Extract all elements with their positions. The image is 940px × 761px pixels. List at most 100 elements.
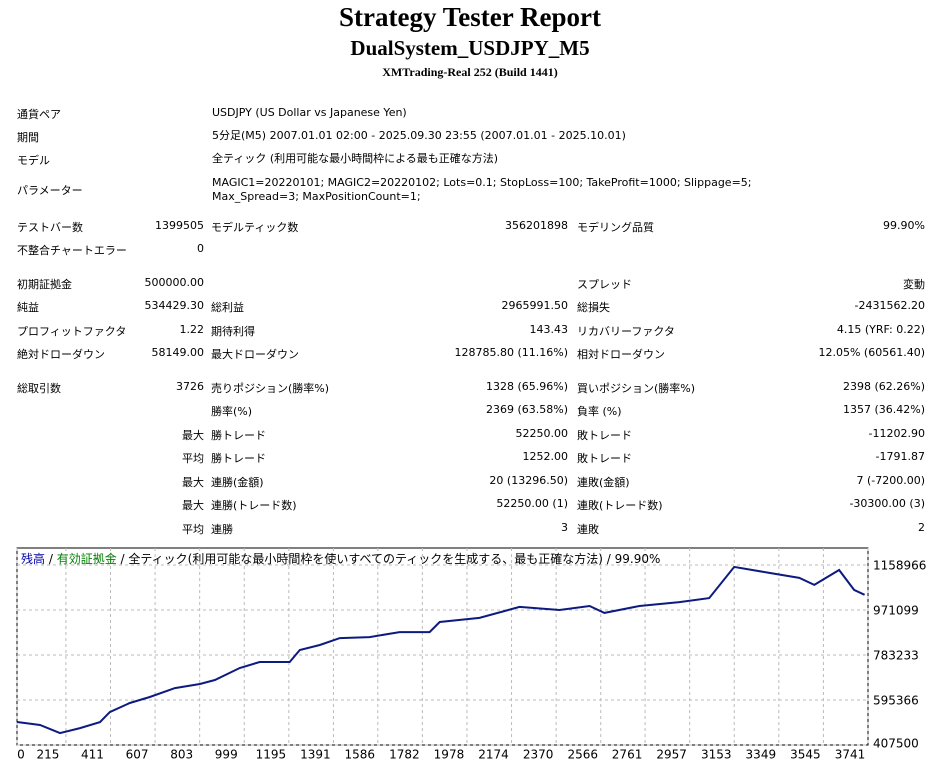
stat-value: 0 xyxy=(197,242,204,255)
stat-value: 2369 (63.58%) xyxy=(485,403,568,416)
x-tick-label: 803 xyxy=(170,748,193,761)
stat-value: -30300.00 (3) xyxy=(849,497,925,510)
stat-label: モデルティック数 xyxy=(211,221,299,234)
stat-value: 52250.00 (1) xyxy=(496,497,568,510)
stat-label: 売りポジション(勝率%) xyxy=(211,382,330,395)
legend-entry: / 全ティック(利用可能な最小時間枠を使いすべてのティックを生成する、最も正確な… xyxy=(117,551,661,566)
stat-value: 2 xyxy=(918,521,925,534)
y-tick-label: 1158966 xyxy=(873,559,926,573)
stat-label: 勝トレード xyxy=(211,452,266,465)
stat-value: 1399505 xyxy=(155,219,204,232)
stat-label: 敗トレード xyxy=(577,452,632,465)
info-value: 全ティック (利用可能な最小時間枠による最も正確な方法) xyxy=(212,152,499,165)
stat-value: 356201898 xyxy=(505,219,568,232)
stat-label: 連敗(トレード数) xyxy=(577,499,663,512)
stat-label: 初期証拠金 xyxy=(17,278,72,291)
stat-value: -1791.87 xyxy=(875,450,925,463)
stat-label: 勝率(%) xyxy=(211,405,253,418)
server: XMTrading-Real 252 (Build 1441) xyxy=(382,65,558,79)
y-tick-label: 595366 xyxy=(873,694,919,708)
info-label: 通貨ペア xyxy=(17,108,61,121)
legend: 残高 / 有効証拠金 / 全ティック(利用可能な最小時間枠を使いすべてのティック… xyxy=(21,551,660,566)
stat-label: 不整合チャートエラー xyxy=(17,244,127,257)
y-tick-label: 783233 xyxy=(873,649,919,663)
stat-value: 500000.00 xyxy=(144,276,205,289)
x-tick-label: 2370 xyxy=(523,748,554,761)
stat-label: プロフィットファクタ xyxy=(17,325,127,338)
stat-label: リカバリーファクタ xyxy=(577,325,675,338)
stat-value: 平均 xyxy=(182,523,204,536)
stat-value: 534429.30 xyxy=(144,299,205,312)
stat-value: 1328 (65.96%) xyxy=(485,380,568,393)
stat-value: 20 (13296.50) xyxy=(489,474,568,487)
stat-value: 最大 xyxy=(182,429,204,442)
stat-label: 買いポジション(勝率%) xyxy=(577,382,696,395)
x-tick-label: 3349 xyxy=(746,748,777,761)
stat-value: 最大 xyxy=(182,476,204,489)
stat-label: 総取引数 xyxy=(17,382,61,395)
x-tick-label: 1391 xyxy=(300,748,331,761)
stat-value: 3 xyxy=(561,521,568,534)
stat-label: 連勝 xyxy=(211,523,233,536)
x-tick-label: 3153 xyxy=(701,748,732,761)
x-tick-label: 2761 xyxy=(612,748,643,761)
x-tick-label: 2957 xyxy=(656,748,687,761)
stat-label: テストバー数 xyxy=(17,221,83,234)
x-tick-label: 3741 xyxy=(835,748,866,761)
stat-label: 連敗 xyxy=(577,523,599,536)
stat-label: スプレッド xyxy=(577,278,632,291)
stat-value: 1.22 xyxy=(179,323,205,336)
stat-value: 1357 (36.42%) xyxy=(842,403,925,416)
legend-entry: 有効証拠金 xyxy=(57,551,117,566)
stat-value: 1252.00 xyxy=(522,450,569,463)
stat-label: 最大ドローダウン xyxy=(211,348,299,361)
stat-value: -11202.90 xyxy=(868,427,925,440)
stat-label: 相対ドローダウン xyxy=(577,348,665,361)
stat-value: 143.43 xyxy=(529,323,569,336)
report-title: Strategy Tester Report xyxy=(339,2,601,32)
info-value: MAGIC1=20220101; MAGIC2=20220102; Lots=0… xyxy=(212,176,752,203)
stat-label: 勝トレード xyxy=(211,429,266,442)
stat-value: 2965991.50 xyxy=(501,299,568,312)
stat-value: 最大 xyxy=(182,499,204,512)
x-tick-label: 1978 xyxy=(434,748,465,761)
stat-value: 変動 xyxy=(903,278,925,291)
y-tick-label: 407500 xyxy=(873,737,919,751)
x-tick-label: 3545 xyxy=(790,748,821,761)
x-tick-label: 1782 xyxy=(389,748,420,761)
info-label: パラメーター xyxy=(17,184,83,197)
stat-label: 連勝(トレード数) xyxy=(211,499,297,512)
stat-value: 99.90% xyxy=(883,219,925,232)
x-tick-label: 0 xyxy=(17,748,25,761)
legend-entry: 残高 xyxy=(21,551,45,566)
info-label: 期間 xyxy=(17,131,39,144)
stat-label: モデリング品質 xyxy=(577,221,654,234)
stat-value: 52250.00 xyxy=(515,427,569,440)
x-tick-label: 1195 xyxy=(256,748,287,761)
stat-value: 58149.00 xyxy=(151,346,205,359)
stat-label: 負率 (%) xyxy=(577,405,622,418)
stat-label: 連勝(金額) xyxy=(211,476,264,489)
stat-label: 敗トレード xyxy=(577,429,632,442)
x-tick-label: 411 xyxy=(81,748,104,761)
stat-label: 純益 xyxy=(17,301,39,314)
stat-label: 絶対ドローダウン xyxy=(17,348,105,361)
stat-label: 期待利得 xyxy=(211,325,255,338)
report-subtitle: DualSystem_USDJPY_M5 xyxy=(350,36,590,60)
x-tick-label: 1586 xyxy=(345,748,376,761)
x-tick-label: 215 xyxy=(36,748,59,761)
stat-value: 12.05% (60561.40) xyxy=(818,346,925,359)
stat-value: 4.15 (YRF: 0.22) xyxy=(836,323,925,336)
info-label: モデル xyxy=(17,154,50,167)
balance-line xyxy=(16,565,866,735)
stat-label: 総利益 xyxy=(211,301,244,314)
stat-label: 総損失 xyxy=(577,301,610,314)
x-tick-label: 999 xyxy=(215,748,238,761)
stat-value: 3726 xyxy=(176,380,204,393)
legend-entry: / xyxy=(45,552,57,566)
x-tick-label: 2566 xyxy=(567,748,598,761)
stat-value: 128785.80 (11.16%) xyxy=(454,346,568,359)
stat-value: -2431562.20 xyxy=(854,299,925,312)
